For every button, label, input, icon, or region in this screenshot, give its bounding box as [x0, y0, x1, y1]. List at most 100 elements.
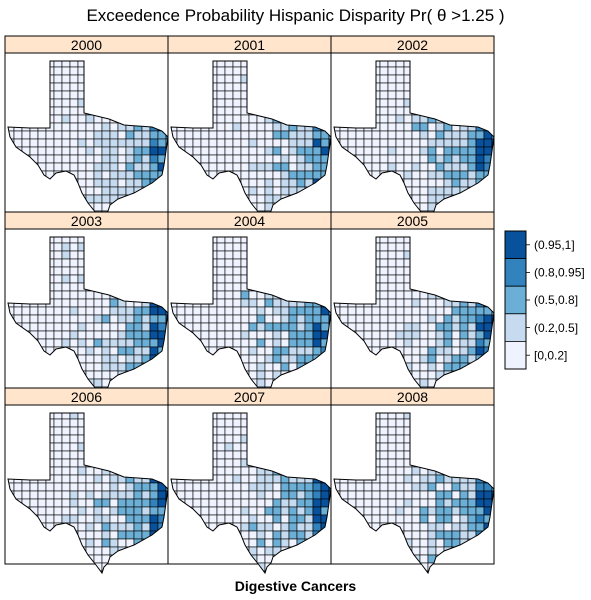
county — [288, 314, 298, 324]
county — [435, 178, 445, 188]
county — [248, 146, 258, 156]
county — [224, 82, 234, 92]
county — [45, 498, 55, 508]
county — [192, 130, 202, 140]
county — [272, 314, 282, 324]
county — [467, 154, 477, 164]
county — [280, 482, 290, 492]
county — [403, 330, 413, 340]
county — [379, 98, 389, 108]
county — [296, 490, 306, 500]
county — [264, 354, 274, 364]
county — [248, 482, 258, 492]
county — [248, 122, 258, 132]
county — [216, 98, 226, 108]
county — [53, 162, 63, 172]
county — [232, 122, 242, 132]
county — [272, 154, 282, 164]
county — [93, 322, 103, 332]
county — [264, 298, 274, 308]
county — [240, 154, 250, 164]
county — [296, 514, 306, 524]
county — [101, 474, 111, 484]
county — [395, 426, 405, 436]
county — [149, 522, 159, 532]
county — [69, 314, 79, 324]
county — [61, 90, 71, 100]
county — [53, 282, 63, 292]
county — [304, 346, 314, 356]
county — [216, 466, 226, 476]
county — [53, 314, 63, 324]
county — [53, 138, 63, 148]
county — [272, 178, 282, 188]
county — [216, 298, 226, 308]
county — [403, 290, 413, 300]
county — [443, 530, 453, 540]
county — [288, 306, 298, 316]
county — [141, 514, 151, 524]
county — [296, 498, 306, 508]
county — [387, 474, 397, 484]
county — [256, 138, 266, 148]
county — [85, 290, 95, 300]
county — [427, 498, 437, 508]
county — [101, 482, 111, 492]
county — [224, 274, 234, 284]
county — [387, 274, 397, 284]
county — [224, 74, 234, 84]
county — [133, 498, 143, 508]
county — [387, 146, 397, 156]
county — [467, 138, 477, 148]
county — [483, 138, 493, 148]
county — [403, 522, 413, 532]
county — [475, 138, 485, 148]
county — [403, 506, 413, 516]
county — [264, 338, 274, 348]
county — [411, 138, 421, 148]
county — [141, 490, 151, 500]
year-label: 2005 — [397, 213, 428, 229]
county — [61, 506, 71, 516]
county — [21, 306, 31, 316]
county — [459, 346, 469, 356]
county — [69, 338, 79, 348]
county — [427, 506, 437, 516]
county — [272, 522, 282, 532]
county — [435, 538, 445, 548]
county — [256, 194, 266, 204]
county — [85, 362, 95, 372]
county — [117, 330, 127, 340]
county — [69, 90, 79, 100]
county — [101, 490, 111, 500]
county — [296, 506, 306, 516]
county — [232, 450, 242, 460]
county — [216, 130, 226, 140]
county — [224, 242, 234, 252]
county — [403, 162, 413, 172]
county — [304, 162, 314, 172]
county — [232, 162, 242, 172]
county — [61, 490, 71, 500]
county — [419, 362, 429, 372]
county — [411, 330, 421, 340]
county — [411, 322, 421, 332]
county — [379, 290, 389, 300]
county — [216, 474, 226, 484]
county — [451, 514, 461, 524]
county — [395, 162, 405, 172]
county — [443, 130, 453, 140]
county — [93, 298, 103, 308]
county — [395, 130, 405, 140]
figure-caption: Digestive Cancers — [234, 578, 357, 594]
county — [256, 322, 266, 332]
county — [256, 298, 266, 308]
county — [133, 130, 143, 140]
county — [387, 490, 397, 500]
county — [69, 474, 79, 484]
county — [45, 322, 55, 332]
county — [443, 482, 453, 492]
county — [37, 138, 47, 148]
county — [379, 146, 389, 156]
county — [61, 274, 71, 284]
